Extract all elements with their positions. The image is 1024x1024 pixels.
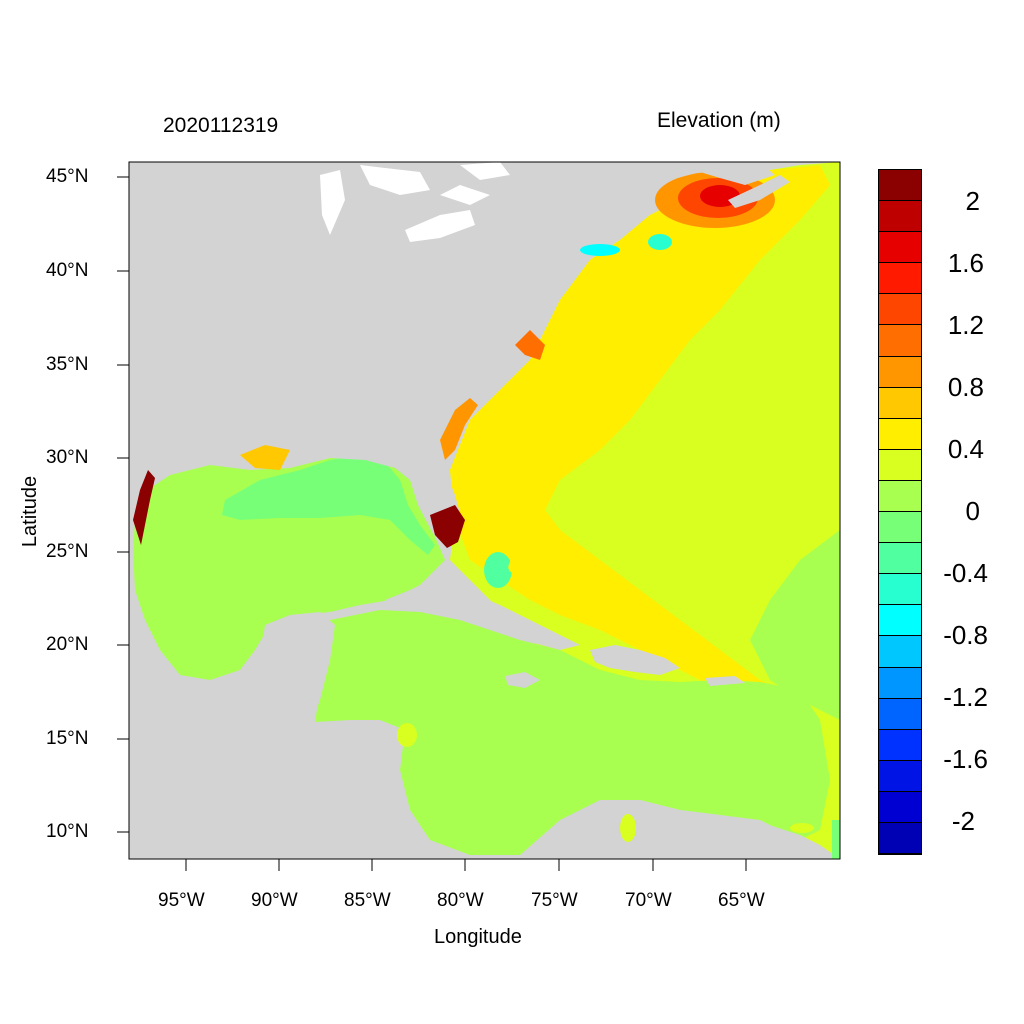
florida-surge	[430, 505, 465, 548]
lat-tick-label: 25°N	[46, 541, 89, 562]
colorbar-swatch	[879, 605, 921, 637]
cuba	[385, 588, 580, 650]
lon-tick-label: 80°W	[437, 890, 484, 911]
lat-tick-label: 10°N	[46, 821, 89, 842]
colorbar-label: 0.4	[947, 434, 984, 464]
colorbar-swatch	[879, 418, 921, 450]
colorbar-label: 0	[965, 496, 980, 526]
variable-title: Elevation (m)	[657, 109, 781, 132]
yucatan-peninsula	[260, 612, 335, 722]
colorbar-swatch	[879, 294, 921, 326]
colorbar-label: -1.2	[943, 682, 988, 712]
colorbar-label: 0.8	[947, 372, 984, 402]
colorbar-swatch	[879, 729, 921, 761]
colorbar-swatch	[879, 791, 921, 823]
lat-tick-marks	[117, 176, 129, 833]
lon-tick-label: 70°W	[625, 890, 672, 911]
colorbar-swatch	[879, 574, 921, 606]
lat-tick-label: 30°N	[46, 447, 89, 468]
colorbar-swatch	[879, 356, 921, 388]
nova-scotia	[645, 162, 775, 190]
lon-tick-label: 75°W	[531, 890, 578, 911]
colorbar-swatch	[879, 232, 921, 264]
colorbar-swatch	[879, 480, 921, 513]
lat-tick-label: 20°N	[46, 634, 89, 655]
timestamp-label: 2020112319	[163, 114, 279, 137]
lon-tick-label: 65°W	[718, 890, 765, 911]
lat-tick-label: 45°N	[46, 166, 89, 187]
colorbar-swatch	[879, 325, 921, 357]
x-axis-label: Longitude	[434, 926, 522, 948]
lat-tick-label: 40°N	[46, 260, 89, 281]
colorbar-swatch	[879, 170, 921, 202]
long-island-drawdown	[580, 244, 620, 256]
caribbean-sea	[315, 610, 830, 855]
jamaica	[505, 672, 540, 688]
colorbar-swatch	[879, 760, 921, 792]
colorbar-swatch	[879, 698, 921, 730]
lat-tick-label: 15°N	[46, 728, 89, 749]
colorbar-swatch	[879, 636, 921, 668]
colorbar-label: 1.6	[947, 248, 984, 278]
colorbar-label: 1.2	[947, 310, 984, 340]
colorbar-swatch	[879, 543, 921, 575]
colorbar-swatch	[879, 387, 921, 419]
colorbar-swatch	[879, 263, 921, 295]
lat-tick-label: 35°N	[46, 354, 89, 375]
central-america	[129, 720, 420, 859]
colorbar-swatch	[879, 201, 921, 233]
gulf-shelf	[222, 455, 435, 555]
plot-frame	[128, 161, 841, 860]
bahamas-shallows	[484, 552, 512, 588]
great-lakes	[320, 162, 510, 242]
lon-tick-label: 85°W	[344, 890, 391, 911]
colorbar-label: 2	[965, 186, 980, 216]
north-america	[129, 162, 650, 500]
colorbar	[878, 169, 922, 855]
colorbar-swatch	[879, 667, 921, 699]
y-axis-label: Latitude	[19, 475, 42, 548]
hispaniola	[590, 645, 680, 675]
atlantic-green-zone	[750, 530, 840, 720]
colorbar-label: -2	[951, 806, 975, 836]
puerto-rico	[705, 676, 745, 686]
louisiana-surge	[240, 445, 290, 470]
lon-tick-marks	[185, 859, 747, 871]
colorbar-label: -0.8	[943, 620, 988, 650]
lon-tick-label: 95°W	[158, 890, 205, 911]
lon-tick-label: 90°W	[251, 890, 298, 911]
carolina-surge	[440, 398, 478, 460]
colorbar-label: -1.6	[943, 744, 988, 774]
colorbar-swatch	[879, 512, 921, 544]
colorbar-swatch	[879, 449, 921, 481]
colorbar-swatch	[879, 822, 921, 855]
colorbar-label: -0.4	[943, 558, 988, 588]
south-america	[520, 800, 840, 859]
